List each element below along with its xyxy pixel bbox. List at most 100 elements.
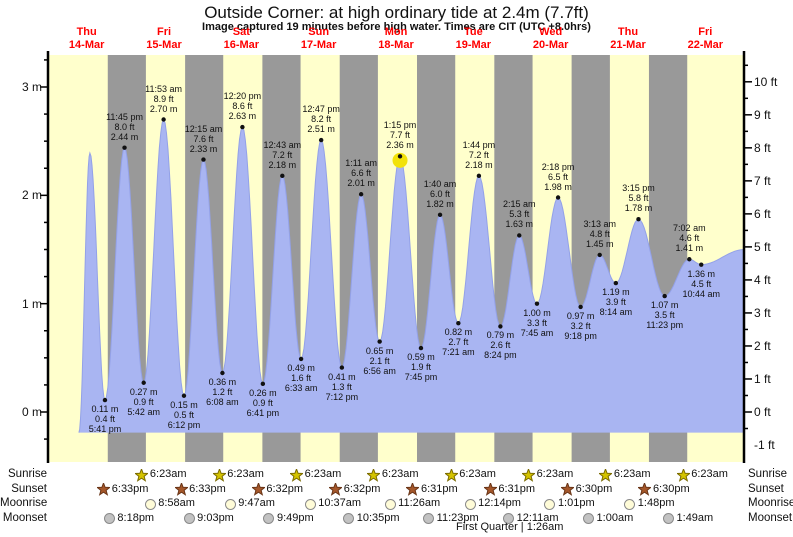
tide-point-dot [456,320,461,326]
day-label: Thu 14-Mar [69,26,104,52]
tide-annotation-line: 11:45 pm [106,111,143,122]
tide-point-dot [358,192,364,197]
moonset-icon [583,513,595,524]
tide-annotation-line: 2.1 ft [369,355,390,366]
tide-annotation-line: 6:08 am [206,397,239,407]
tide-annotation-line: 7.2 ft [468,149,489,160]
sunrise-star-icon-shape [290,468,304,482]
tide-point-dot [298,356,304,362]
day-label-line: 14-Mar [68,39,105,51]
tide-annotation-line: 11:53 am [145,83,183,94]
astro-row-label-left: Sunrise [8,468,47,480]
moonrise-icon [464,498,476,510]
day-label: Thu 21-Mar [610,26,645,52]
tide-point-dot [339,365,345,370]
day-label-line: Wed [539,26,563,38]
sunrise-time: 6:23am [227,468,264,480]
tide-annotation-line: 0.65 m [365,345,394,356]
sunset-star-icon [251,483,265,496]
y-axis-label-m: 1 m [21,296,42,311]
moonrise-time: 11:26am [398,497,441,509]
tide-annotation-high: 1:11 am 6.6 ft 2.01 m [345,158,377,188]
sunset-star-icon [406,483,420,496]
sunset-star-icon-shape [561,483,575,496]
tide-annotation-line: 1:40 am [423,178,457,189]
tide-point-dot [636,216,641,222]
sunrise-time: 6:23am [536,468,574,480]
astro-row-label-left: Sunset [11,482,47,495]
sunrise-star-icon-shape [135,468,149,482]
tide-annotation-line: 8.2 ft [311,114,332,125]
tide-point-dot [437,212,443,218]
tide-annotation-line: 9:18 pm [564,330,597,341]
tide-annotation-line: 4.8 ft [589,228,610,239]
tide-annotation-line: 1.07 m [650,300,679,311]
tide-annotation-line: 6:33 am [284,382,318,393]
tide-point-dot [240,124,245,130]
moonrise-icon-shape [144,498,156,510]
day-label: Fri 15-Mar [146,26,181,52]
tide-point-dot [476,173,482,179]
sunset-time: 6:30pm [652,482,690,495]
sunrise-star-icon-shape [676,468,690,482]
y-axis-label-ft: 7 ft [754,173,771,188]
tide-annotation-low: 0.59 m 1.9 ft 7:45 pm [405,352,438,382]
tide-annotation-line: 6:12 pm [167,419,201,430]
page-title: Outside Corner: at high ordinary tide at… [204,3,589,22]
tide-point-dot [102,397,108,403]
moonset-time: 10:35pm [356,511,400,524]
tide-annotation-line: 12:47 pm [302,104,340,115]
tide-annotation-low: 0.15 m 0.5 ft 6:12 pm [168,400,201,430]
day-label: Mon 18-Mar [378,26,413,52]
day-label-line: Tue [463,26,483,38]
tide-annotation-line: 11:23 pm [646,320,684,331]
tide-annotation-line: 0.59 m [407,352,435,363]
moonset-time: 9:03pm [197,511,234,524]
moonset-icon [503,513,515,524]
tide-annotation-line: 1.6 ft [291,372,312,383]
tide-annotation-line: 1.41 m [675,243,704,254]
tide-annotation-line: 1.82 m [426,198,454,209]
sunrise-time: 6:23am [304,468,342,480]
tide-annotation-high: 1:44 pm 7.2 ft 2.18 m [463,140,496,170]
day-label-line: 19-Mar [455,39,492,51]
moonset-time: 1:49am [676,511,714,524]
tide-annotation-line: 6.6 ft [351,168,372,179]
sunset-star-icon-shape [406,483,420,496]
sunset-star-icon [97,483,111,496]
moonset-time: 1:00am [596,511,634,524]
tide-annotation-low: 0.49 m 1.6 ft 6:33 am [285,363,318,393]
day-label-line: 15-Mar [146,39,182,51]
tide-annotation-line: 10:44 am [682,288,720,299]
tide-point-dot [597,252,602,258]
tide-point-dot [161,117,166,122]
tide-point-dot [280,173,285,179]
tide-annotation-line: 3.9 ft [605,297,626,308]
moonset-icon [663,513,675,524]
sunset-star-icon-shape [638,483,652,496]
tide-annotation-line: 12:43 am [263,139,302,150]
tide-annotation-line: 6.0 ft [430,188,451,199]
sunrise-time: 6:23am [381,468,419,480]
sunrise-time: 6:23am [149,468,187,480]
moonrise-time: 1:48pm [637,497,675,509]
tide-annotation-line: 0.82 m [444,327,473,338]
sunrise-star-icon-shape [367,468,381,482]
tide-annotation-line: 0.11 m [91,404,119,415]
tide-annotation-line: 2.70 m [149,103,178,114]
astro-row-label-left: Moonrise [0,497,48,509]
tide-annotation-line: 5.8 ft [628,193,649,204]
tide-annotation-line: 3.5 ft [654,310,675,321]
tide-annotation-line: 7:21 am [442,347,475,358]
sunset-star-icon [483,483,497,496]
sunset-time: 6:30pm [575,482,613,495]
tide-point-dot [418,345,424,351]
tide-annotation-line: 0.27 m [129,386,158,397]
sun-marker-icon [392,152,408,168]
moonrise-icon [304,498,316,510]
tide-annotation-line: 7:45 am [520,327,554,338]
moonrise-icon-shape [464,498,476,510]
tide-annotation-line: 7:45 pm [404,372,438,383]
